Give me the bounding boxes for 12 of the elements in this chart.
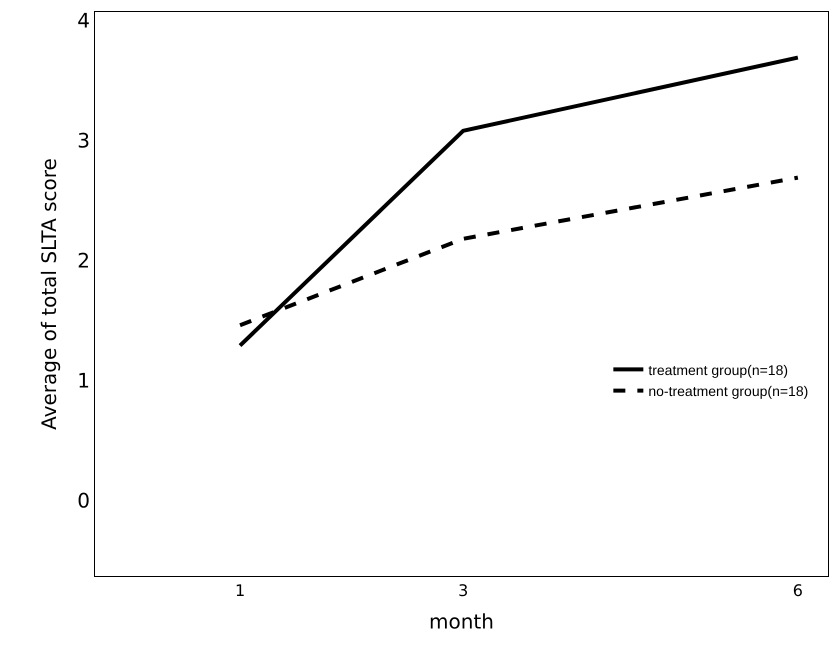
- x-tick-label: 1: [234, 581, 246, 600]
- y-tick-label: 2: [77, 248, 90, 272]
- y-tick-label: 1: [77, 368, 90, 392]
- y-tick-label: 4: [77, 8, 90, 32]
- legend-label: treatment group(n=18): [648, 362, 788, 378]
- legend-label: no-treatment group(n=18): [648, 383, 808, 400]
- y-axis-title: Average of total SLTA score: [36, 158, 61, 430]
- x-tick-label: 3: [458, 581, 468, 600]
- y-tick-label: 3: [77, 128, 90, 152]
- x-tick-label: 6: [792, 581, 803, 600]
- x-axis-title: month: [429, 610, 494, 634]
- y-tick-label: 0: [77, 488, 90, 512]
